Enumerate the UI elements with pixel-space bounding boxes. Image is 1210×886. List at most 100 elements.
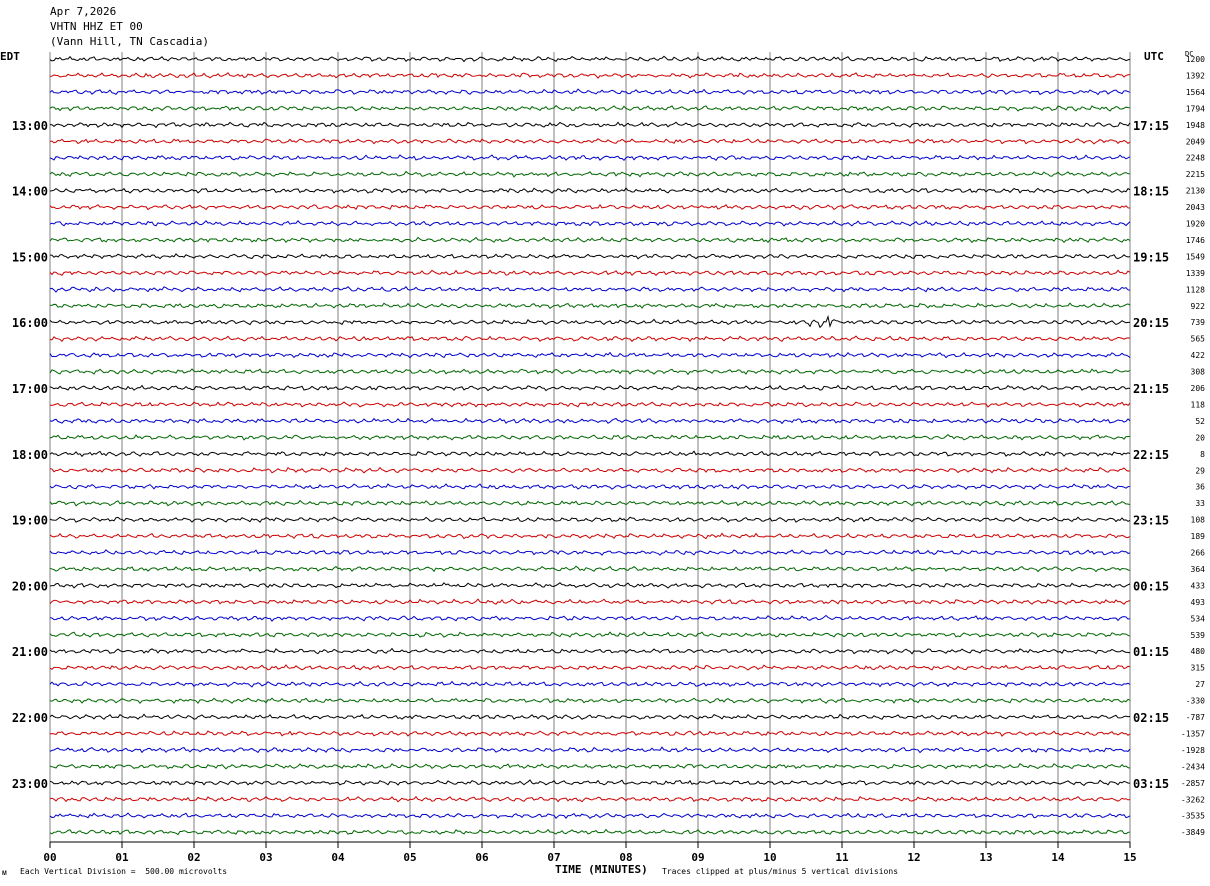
- seismic-trace: [49, 631, 1131, 638]
- station-location: (Vann Hill, TN Cascadia): [50, 35, 209, 48]
- seismic-trace: [49, 433, 1131, 441]
- dc-offset-label: 2248: [1186, 154, 1205, 163]
- utc-hour-label: 00:15: [1133, 579, 1169, 593]
- dc-offset-label: 534: [1191, 614, 1206, 623]
- dc-offset-label: 1948: [1186, 121, 1205, 130]
- seismic-trace: [49, 582, 1131, 589]
- utc-hour-label: 03:15: [1133, 777, 1169, 791]
- dc-offset-label: 1920: [1186, 220, 1205, 229]
- dc-offset-label: 118: [1191, 400, 1206, 409]
- seismic-trace: [49, 664, 1131, 671]
- dc-offset-label: 2215: [1186, 170, 1205, 179]
- x-tick-label: 15: [1123, 851, 1136, 864]
- dc-offset-label: 2049: [1186, 137, 1205, 146]
- x-tick-label: 08: [619, 851, 632, 864]
- dc-offset-label: 433: [1191, 581, 1206, 590]
- seismic-trace: [49, 647, 1131, 655]
- seismic-trace: [49, 335, 1131, 343]
- seismic-trace: [49, 253, 1131, 260]
- seismic-trace: [49, 598, 1131, 606]
- seismic-trace: [49, 565, 1131, 573]
- x-tick-label: 03: [259, 851, 272, 864]
- dc-offset-label: 364: [1191, 565, 1206, 574]
- dc-offset-label: 27: [1195, 680, 1205, 689]
- x-tick-label: 06: [475, 851, 489, 864]
- x-tick-label: 05: [403, 851, 416, 864]
- dc-offset-label: 33: [1195, 499, 1205, 508]
- utc-hour-label: 19:15: [1133, 250, 1169, 264]
- dc-offset-label: 315: [1191, 664, 1206, 673]
- seismic-trace: [49, 532, 1131, 540]
- utc-hour-label: 23:15: [1133, 514, 1169, 528]
- dc-offset-label: -330: [1186, 697, 1205, 706]
- edt-hour-label: 17:00: [12, 382, 48, 396]
- seismic-trace: [49, 351, 1131, 359]
- seismic-trace: [49, 314, 1131, 329]
- seismic-trace: [49, 55, 1131, 63]
- dc-offset-label: 1549: [1186, 252, 1205, 261]
- dc-offset-label: 29: [1195, 466, 1205, 475]
- x-tick-label: 07: [547, 851, 560, 864]
- seismic-trace: [49, 170, 1131, 178]
- seismic-trace: [49, 466, 1131, 474]
- seismic-trace: [49, 203, 1131, 211]
- seismic-trace: [49, 269, 1131, 277]
- x-tick-label: 00: [43, 851, 56, 864]
- x-axis-title: TIME (MINUTES): [555, 863, 648, 876]
- edt-hour-label: 21:00: [12, 645, 48, 659]
- edt-hour-label: 19:00: [12, 514, 48, 528]
- dc-offset-label: -3535: [1181, 812, 1205, 821]
- dc-offset-label: -2857: [1181, 779, 1205, 788]
- dc-offset-label: 480: [1191, 647, 1206, 656]
- dc-offset-label: 565: [1191, 335, 1206, 344]
- edt-hour-label: 18:00: [12, 448, 48, 462]
- x-tick-label: 04: [331, 851, 345, 864]
- seismic-trace: [49, 614, 1131, 622]
- seismic-trace: [49, 88, 1131, 96]
- seismic-trace: [49, 746, 1131, 754]
- utc-hour-label: 22:15: [1133, 448, 1169, 462]
- right-timezone-label: UTC: [1144, 50, 1164, 63]
- dc-offset-label: 1564: [1186, 88, 1205, 97]
- seismic-trace: [49, 763, 1131, 770]
- dc-offset-label: 2130: [1186, 187, 1205, 196]
- x-tick-label: 10: [763, 851, 776, 864]
- x-tick-label: 01: [115, 851, 129, 864]
- dc-offset-label: 206: [1191, 384, 1206, 393]
- seismic-trace: [49, 779, 1131, 787]
- dc-offset-label: 493: [1191, 598, 1206, 607]
- edt-hour-label: 16:00: [12, 316, 48, 330]
- edt-hour-label: 15:00: [12, 250, 48, 264]
- seismic-trace: [49, 104, 1131, 112]
- utc-hour-label: 17:15: [1133, 119, 1169, 133]
- utc-hour-label: 21:15: [1133, 382, 1169, 396]
- edt-hour-label: 14:00: [12, 185, 48, 199]
- dc-offset-label: 1794: [1186, 104, 1205, 113]
- dc-offset-label: 20: [1195, 433, 1205, 442]
- seismic-trace: [49, 516, 1131, 523]
- dc-offset-header: DC: [1185, 50, 1194, 58]
- seismic-trace: [49, 483, 1131, 490]
- seismic-trace: [49, 302, 1131, 310]
- x-tick-label: 11: [835, 851, 849, 864]
- x-tick-label: 09: [691, 851, 704, 864]
- dc-offset-label: 108: [1191, 516, 1206, 525]
- dc-offset-label: 739: [1191, 318, 1206, 327]
- seismic-trace: [49, 499, 1131, 507]
- seismic-trace: [49, 236, 1131, 244]
- seismic-trace: [49, 138, 1131, 145]
- dc-offset-label: 189: [1191, 532, 1206, 541]
- seismic-trace: [49, 368, 1131, 376]
- seismic-trace: [49, 72, 1131, 79]
- utc-hour-label: 20:15: [1133, 316, 1169, 330]
- seismic-trace: [49, 417, 1131, 425]
- clip-note: Traces clipped at plus/minus 5 vertical …: [662, 867, 899, 876]
- dc-offset-label: 922: [1191, 302, 1206, 311]
- station-channel: VHTN HHZ ET 00: [50, 20, 143, 33]
- scale-marker-icon: ᴍ: [2, 868, 7, 877]
- dc-offset-label: 8: [1200, 450, 1205, 459]
- dc-offset-label: -1357: [1181, 729, 1205, 738]
- dc-offset-label: -1928: [1181, 746, 1205, 755]
- x-tick-label: 12: [907, 851, 920, 864]
